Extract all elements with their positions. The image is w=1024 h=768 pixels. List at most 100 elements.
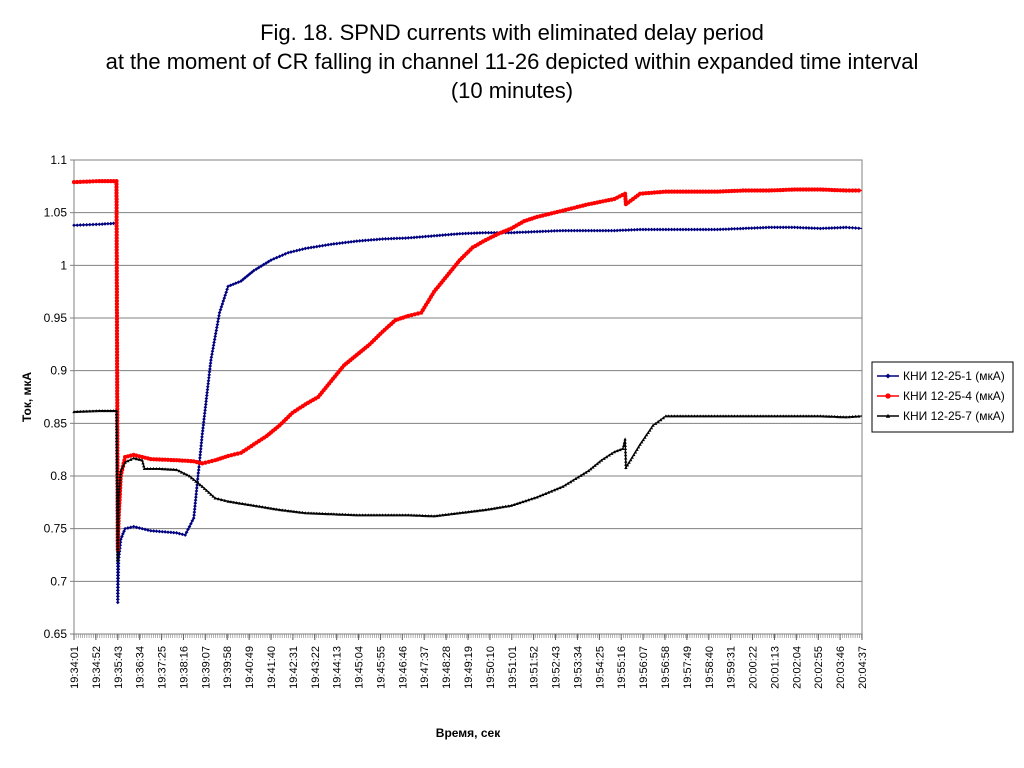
data-point: [114, 412, 119, 416]
x-tick-label: 19:58:40: [704, 646, 716, 689]
data-point: [659, 418, 663, 422]
data-point: [515, 230, 519, 235]
data-point: [115, 451, 119, 454]
data-point: [194, 492, 199, 496]
data-point: [653, 421, 658, 425]
data-point: [114, 319, 120, 324]
data-point: [204, 399, 208, 404]
data-point: [94, 409, 98, 413]
data-point: [335, 512, 339, 516]
data-point: [853, 226, 858, 230]
data-point: [593, 463, 597, 467]
data-point: [624, 466, 628, 469]
data-point: [114, 418, 119, 422]
data-point: [426, 514, 431, 518]
data-point: [205, 390, 209, 395]
data-point: [643, 435, 647, 439]
data-point: [116, 525, 120, 529]
data-point: [114, 301, 119, 307]
data-point: [114, 295, 119, 301]
data-point: [850, 188, 855, 193]
data-point: [732, 414, 737, 418]
data-point: [145, 467, 150, 470]
data-point: [126, 459, 130, 463]
data-point: [174, 531, 179, 535]
data-point: [724, 414, 728, 418]
data-point: [357, 239, 362, 243]
data-point: [812, 187, 817, 192]
data-point: [584, 470, 588, 474]
data-point: [198, 453, 203, 457]
data-point: [111, 409, 116, 413]
data-point: [354, 239, 359, 243]
data-point: [240, 502, 245, 505]
data-point: [623, 440, 627, 444]
data-point: [651, 423, 655, 427]
data-point: [687, 414, 691, 418]
data-point: [695, 414, 699, 418]
data-point: [209, 358, 213, 362]
data-point: [423, 234, 428, 239]
data-point: [746, 188, 751, 193]
data-point: [196, 468, 201, 472]
data-point: [566, 481, 570, 485]
data-point: [602, 456, 606, 460]
data-point: [105, 179, 110, 184]
x-tick-label: 19:48:28: [441, 646, 453, 689]
x-tick-label: 19:57:49: [682, 646, 694, 689]
data-point: [111, 179, 116, 184]
data-point: [193, 501, 198, 505]
data-point: [426, 234, 431, 239]
data-point: [772, 225, 777, 230]
data-point: [844, 225, 848, 230]
data-point: [403, 513, 408, 517]
data-point: [116, 495, 121, 499]
data-point: [638, 442, 642, 446]
data-point: [275, 507, 279, 511]
data-point: [417, 235, 422, 239]
data-point: [460, 231, 465, 236]
data-point: [115, 403, 120, 408]
data-point: [75, 410, 79, 413]
data-point: [555, 487, 559, 491]
data-point: [114, 304, 119, 310]
data-point: [672, 414, 677, 418]
data-point: [122, 458, 127, 463]
data-point: [432, 233, 436, 238]
data-point: [235, 451, 240, 456]
data-point: [847, 415, 851, 419]
y-tick-label: 0.85: [44, 416, 68, 430]
data-point: [210, 349, 215, 354]
data-point: [169, 467, 173, 471]
data-point: [116, 537, 120, 541]
data-point: [211, 343, 216, 348]
y-tick-label: 0.75: [44, 522, 68, 536]
data-point: [114, 241, 119, 247]
data-point: [672, 189, 677, 194]
data-point: [675, 189, 680, 194]
data-point: [201, 423, 206, 427]
data-point: [540, 229, 545, 234]
data-point: [231, 282, 236, 287]
data-point: [206, 378, 211, 383]
series-3: [72, 409, 863, 562]
data-point: [115, 433, 119, 436]
data-point: [114, 211, 119, 217]
data-point: [847, 188, 852, 193]
data-point: [196, 471, 201, 475]
data-point: [798, 187, 803, 192]
data-point: [114, 235, 119, 241]
data-point: [752, 414, 757, 418]
data-point: [300, 247, 305, 252]
data-point: [579, 473, 583, 477]
data-point: [707, 414, 711, 418]
data-point: [115, 468, 119, 472]
data-point: [423, 514, 428, 518]
data-point: [115, 391, 120, 396]
data-point: [435, 233, 439, 238]
data-point: [108, 221, 113, 226]
data-point: [115, 442, 119, 445]
data-point: [114, 262, 119, 268]
data-point: [140, 458, 144, 462]
